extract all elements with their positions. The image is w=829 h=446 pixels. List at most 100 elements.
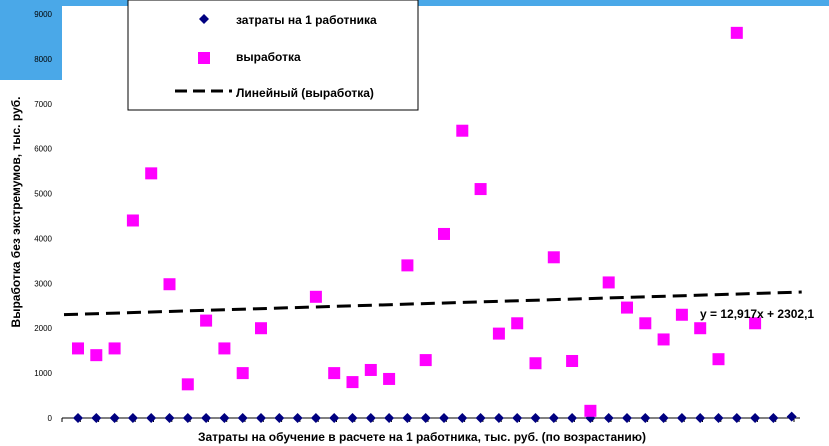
data-point-square (218, 342, 231, 355)
data-point-diamond (530, 413, 541, 423)
data-point-square (657, 333, 670, 346)
data-point-diamond (750, 413, 761, 423)
data-point-square (730, 26, 743, 39)
legend-square-icon (198, 52, 210, 64)
data-point-square (346, 376, 359, 389)
y-axis-ticks: 0 1000 2000 3000 4000 5000 6000 7000 8000 9000 (34, 10, 52, 423)
data-point-diamond (567, 413, 578, 423)
data-point-diamond (512, 413, 523, 423)
trend-equation: y = 12,917x + 2302,1 (700, 307, 814, 321)
legend-box (127, 0, 419, 111)
data-point-diamond (365, 413, 376, 423)
data-point-square (492, 327, 505, 340)
data-point-diamond (622, 413, 632, 423)
y-tick-label-5: 5000 (34, 190, 52, 199)
y-tick-label-8: 8000 (34, 55, 52, 64)
data-point-square (456, 124, 469, 137)
data-point-square (108, 342, 121, 355)
data-point-diamond (219, 413, 230, 423)
data-point-diamond (274, 413, 285, 423)
trendline (63, 290, 802, 317)
data-point-square (694, 322, 707, 335)
data-point-diamond (109, 413, 120, 423)
data-point-square (474, 183, 487, 196)
data-point-diamond (713, 413, 724, 423)
x-axis-label: Затраты на обучение в расчете на 1 работ… (198, 430, 646, 444)
y-tick-label-1: 1000 (34, 369, 52, 378)
data-point-diamond (256, 413, 266, 423)
data-point-diamond (329, 413, 340, 423)
data-point-square (547, 251, 560, 264)
data-point-diamond (292, 413, 303, 423)
data-point-square (621, 301, 633, 314)
data-point-diamond (91, 413, 102, 423)
data-point-square (72, 342, 84, 355)
y-tick-label-3: 3000 (34, 279, 52, 288)
legend-label-series-1: затраты на 1 работника (236, 13, 377, 27)
background-strip (0, 0, 62, 80)
legend: затраты на 1 работника выработка Линейны… (127, 0, 419, 111)
data-point-square (602, 276, 615, 289)
data-point-square (675, 308, 688, 321)
data-point-diamond (420, 413, 431, 423)
data-point-square (511, 317, 524, 330)
y-tick-label-2: 2000 (34, 324, 52, 333)
data-point-square (566, 354, 579, 367)
data-point-diamond (73, 413, 83, 423)
data-point-square (529, 357, 542, 370)
y-tick-label-4: 4000 (34, 234, 52, 243)
data-point-square (401, 259, 414, 272)
data-point-diamond (347, 413, 358, 423)
y-tick-label-6: 6000 (34, 145, 52, 154)
data-point-square (438, 227, 450, 240)
data-point-square (383, 372, 396, 385)
data-point-square (639, 317, 652, 330)
y-tick-label-0: 0 (48, 414, 53, 423)
data-point-diamond (475, 413, 486, 423)
y-tick-label-9: 9000 (34, 10, 52, 19)
data-point-square (584, 404, 597, 417)
data-point-diamond (402, 413, 413, 423)
data-point-diamond (146, 413, 157, 423)
data-point-square (200, 314, 213, 327)
data-point-diamond (182, 413, 193, 423)
legend-diamond-icon (199, 14, 209, 24)
data-point-diamond (201, 413, 212, 423)
data-point-diamond (237, 413, 248, 423)
legend-label-series-2: выработка (236, 50, 301, 64)
data-point-diamond (768, 413, 779, 423)
data-point-diamond (493, 413, 504, 423)
data-point-diamond (658, 413, 669, 423)
data-point-square (255, 322, 267, 335)
data-point-square (328, 367, 341, 380)
data-point-diamond (310, 413, 321, 423)
data-point-diamond (786, 411, 797, 422)
data-point-diamond (603, 413, 614, 423)
data-point-diamond (676, 413, 687, 423)
data-point-square (90, 349, 103, 362)
data-point-square (145, 167, 158, 180)
data-point-square (163, 278, 176, 291)
data-point-square (749, 317, 762, 330)
data-point-square (126, 214, 139, 227)
data-point-diamond (548, 413, 559, 423)
data-point-diamond (384, 413, 395, 423)
data-point-diamond (439, 413, 449, 423)
trendline-group (63, 290, 802, 317)
data-point-square (364, 363, 377, 376)
data-point-diamond (640, 413, 651, 423)
data-point-square (236, 367, 249, 380)
data-point-diamond (457, 413, 468, 423)
data-point-diamond (127, 413, 138, 423)
y-axis-label: Выработка без экстремумов, тыс. руб. (9, 97, 23, 328)
y-tick-label-7: 7000 (34, 100, 52, 109)
data-point-square (419, 354, 432, 367)
legend-label-series-3: Линейный (выработка) (236, 86, 374, 100)
data-point-square (712, 353, 725, 366)
data-point-square (309, 290, 322, 303)
data-point-square (181, 378, 194, 391)
data-points (72, 26, 797, 423)
data-point-diamond (164, 413, 175, 423)
data-point-diamond (695, 413, 706, 423)
